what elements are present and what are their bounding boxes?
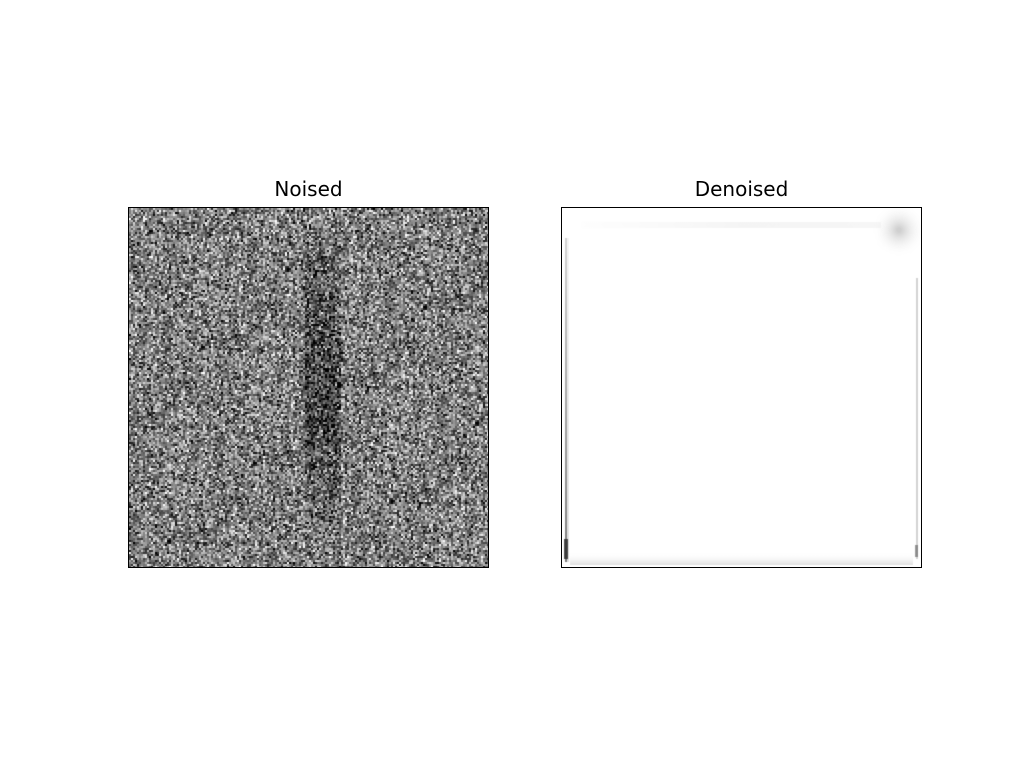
noised-title: Noised: [274, 177, 343, 201]
noised-panel: Noised: [128, 177, 489, 568]
denoised-panel: Denoised: [561, 177, 922, 568]
noised-image: [129, 208, 488, 567]
denoised-title: Denoised: [694, 177, 789, 201]
noised-image-frame: [128, 207, 489, 568]
denoised-image: [562, 208, 921, 567]
denoised-image-frame: [561, 207, 922, 568]
